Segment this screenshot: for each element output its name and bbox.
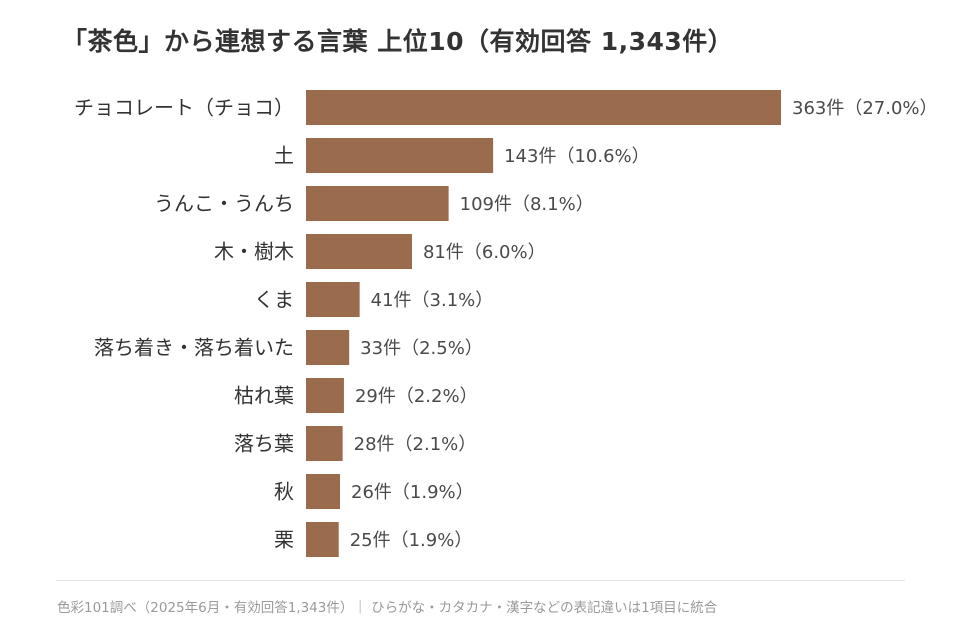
bar-chart: チョコレート（チョコ） 363件（27.0%） 土 143件（10.6%） うんこ・うん… [74,90,938,557]
category-label: 枯れ葉 [234,384,294,408]
footer-divider [56,580,905,581]
category-label: 落ち葉 [234,432,294,456]
category-label: チョコレート（チョコ） [74,96,294,120]
category-label: 秋 [274,480,294,504]
value-label: 143件（10.6%） [504,146,650,167]
bar [306,234,412,269]
category-label: 栗 [274,528,294,552]
bar [306,330,350,365]
value-label: 33件（2.5%） [360,338,483,359]
value-label: 363件（27.0%） [792,98,938,119]
category-label: 土 [274,144,294,168]
value-label: 26件（1.9%） [351,482,474,503]
bar [306,522,339,557]
value-label: 81件（6.0%） [423,242,546,263]
value-label: 41件（3.1%） [371,290,494,311]
bar [306,90,781,125]
category-label: くま [254,288,294,312]
category-label: 落ち着き・落ち着いた [94,336,294,360]
bar [306,378,344,413]
category-label: 木・樹木 [214,240,294,264]
bar [306,282,360,317]
bar [306,138,494,173]
category-label: うんこ・うんち [154,192,294,216]
value-label: 25件（1.9%） [350,530,473,551]
bar [306,426,343,461]
bar [306,186,449,221]
chart-title: 「茶色」から連想する言葉 上位10（有効回答 1,343件） [62,27,734,56]
value-label: 109件（8.1%） [460,194,594,215]
bar [306,474,341,509]
value-label: 28件（2.1%） [354,434,477,455]
source-footnote: 色彩101調べ（2025年6月・有効回答1,343件）｜ ひらがな・カタカナ・漢… [57,600,718,616]
value-label: 29件（2.2%） [355,386,478,407]
